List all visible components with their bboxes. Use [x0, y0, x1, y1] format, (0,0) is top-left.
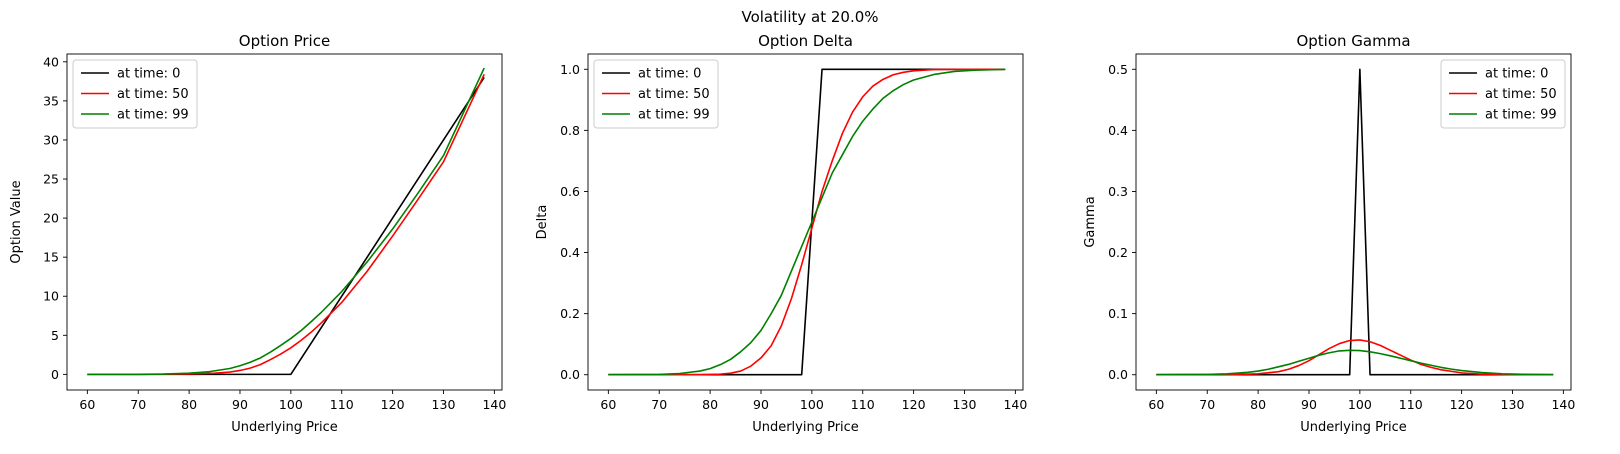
series-line-2	[1156, 349, 1554, 376]
x-tick-label: 70	[130, 397, 146, 412]
x-tick-label: 120	[902, 397, 926, 412]
y-tick-label: 0.2	[1108, 245, 1128, 260]
y-axis-label: Delta	[535, 205, 550, 240]
legend-label: at time: 0	[117, 67, 180, 82]
y-tick-label: 30	[43, 132, 59, 147]
y-tick-label: 0.4	[560, 245, 580, 260]
x-tick-label: 120	[381, 397, 405, 412]
x-tick-label: 100	[800, 397, 824, 412]
y-tick-label: 5	[51, 328, 59, 343]
x-tick-label: 60	[79, 397, 95, 412]
y-tick-label: 0.4	[1108, 123, 1128, 138]
legend-label: at time: 99	[638, 108, 710, 123]
x-tick-label: 130	[432, 397, 456, 412]
y-axis-label: Gamma	[1083, 196, 1098, 247]
series-line-1	[87, 73, 485, 376]
y-tick-label: 1.0	[560, 62, 580, 77]
y-tick-label: 0.0	[560, 367, 580, 382]
legend: at time: 0 at time: 50 at time: 99	[1440, 59, 1566, 129]
chart-option-gamma: Option Gamma Underlying Price Gamma 60 70…	[1083, 32, 1575, 435]
y-tick-label: 0.5	[1108, 62, 1128, 77]
series-line-2	[608, 68, 1006, 376]
y-tick-label: 40	[43, 54, 59, 69]
x-tick-label: 60	[1148, 397, 1164, 412]
y-tick-label: 0.3	[1108, 184, 1128, 199]
x-tick-label: 80	[181, 397, 197, 412]
legend-label: at time: 0	[1485, 67, 1548, 82]
y-tick-label: 0.2	[560, 306, 580, 321]
series-line-1	[608, 68, 1006, 376]
chart-title: Option Gamma	[1296, 32, 1410, 50]
y-tick-label: 35	[43, 93, 59, 108]
x-tick-label: 140	[1551, 397, 1575, 412]
suptitle: Volatility at 20.0%	[741, 8, 878, 26]
x-tick-label: 90	[753, 397, 769, 412]
x-tick-label: 80	[702, 397, 718, 412]
y-tick-label: 10	[43, 289, 59, 304]
x-tick-label: 100	[1348, 397, 1372, 412]
x-tick-label: 110	[330, 397, 354, 412]
y-tick-label: 0.6	[560, 184, 580, 199]
x-tick-label: 110	[1399, 397, 1423, 412]
legend-label: at time: 99	[1485, 108, 1557, 123]
x-tick-label: 80	[1250, 397, 1266, 412]
legend-label: at time: 50	[638, 87, 710, 102]
x-tick-label: 120	[1450, 397, 1474, 412]
y-tick-label: 0.1	[1108, 306, 1128, 321]
x-tick-label: 110	[851, 397, 875, 412]
legend-label: at time: 99	[117, 108, 189, 123]
plot-frame	[587, 53, 1024, 391]
x-tick-label: 100	[279, 397, 303, 412]
series-line-1	[1156, 339, 1554, 376]
x-tick-label: 140	[1003, 397, 1027, 412]
x-tick-label: 70	[651, 397, 667, 412]
legend: at time: 0 at time: 50 at time: 99	[593, 59, 719, 129]
x-axis-label: Underlying Price	[1300, 420, 1407, 435]
y-tick-label: 15	[43, 250, 59, 265]
legend-label: at time: 50	[1485, 87, 1557, 102]
x-tick-label: 70	[1199, 397, 1215, 412]
legend-label: at time: 0	[638, 67, 701, 82]
y-tick-label: 0.0	[1108, 367, 1128, 382]
x-tick-label: 60	[600, 397, 616, 412]
x-tick-label: 130	[1501, 397, 1525, 412]
chart-title: Option Price	[239, 32, 330, 50]
legend-label: at time: 50	[117, 87, 189, 102]
plot-frame	[1135, 53, 1572, 391]
x-tick-label: 130	[953, 397, 977, 412]
y-axis-label: Option Value	[9, 180, 24, 263]
y-tick-label: 0.8	[560, 123, 580, 138]
y-tick-label: 0	[51, 367, 59, 382]
chart-option-price: Option Price Underlying Price Option Val…	[9, 32, 506, 435]
x-axis-label: Underlying Price	[231, 420, 338, 435]
y-tick-label: 20	[43, 211, 59, 226]
x-tick-label: 140	[482, 397, 506, 412]
legend: at time: 0 at time: 50 at time: 99	[72, 59, 198, 129]
plot-frame	[66, 53, 503, 391]
chart-option-delta: Option Delta Underlying Price Delta 60 70…	[535, 32, 1027, 435]
x-tick-label: 90	[232, 397, 248, 412]
x-tick-label: 90	[1301, 397, 1317, 412]
y-tick-label: 25	[43, 172, 59, 187]
series-line-0	[1156, 68, 1554, 376]
chart-title: Option Delta	[758, 32, 853, 50]
x-axis-label: Underlying Price	[752, 420, 859, 435]
series-line-2	[87, 67, 485, 376]
